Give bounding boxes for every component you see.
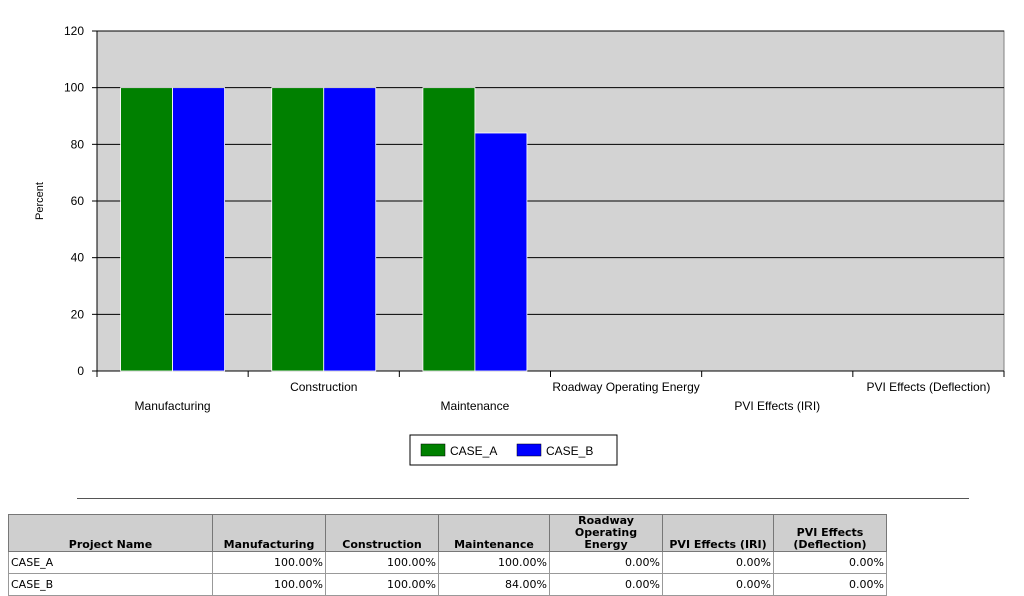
y-tick-label: 20 bbox=[71, 307, 85, 321]
x-tick-label: Manufacturing bbox=[135, 399, 211, 413]
bar-case-a bbox=[271, 87, 325, 372]
cell-roadway-operating-energy: 0.00% bbox=[549, 551, 663, 574]
legend-label: CASE_A bbox=[450, 444, 497, 458]
bar-case-a bbox=[422, 87, 476, 372]
header-project-name: Project Name bbox=[8, 514, 213, 552]
cell-manufacturing: 100.00% bbox=[212, 573, 326, 596]
y-tick-label: 100 bbox=[64, 81, 84, 95]
header-maintenance: Maintenance bbox=[438, 514, 550, 552]
legend-label: CASE_B bbox=[546, 444, 593, 458]
header-pvi-effects-iri: PVI Effects (IRI) bbox=[662, 514, 774, 552]
cell-maintenance: 84.00% bbox=[438, 573, 550, 596]
legend-swatch bbox=[420, 443, 446, 457]
x-tick-label: Construction bbox=[290, 380, 357, 394]
bar-case-a bbox=[120, 87, 173, 372]
cell-project-name: CASE_B bbox=[8, 573, 213, 596]
summary-table: Project Name Manufacturing Construction … bbox=[8, 514, 887, 596]
x-tick-label: PVI Effects (IRI) bbox=[734, 399, 820, 413]
header-pvi-effects-deflection: PVI Effects (Deflection) bbox=[773, 514, 887, 552]
divider bbox=[77, 498, 969, 499]
cell-construction: 100.00% bbox=[325, 573, 439, 596]
cell-pvi-effects-deflection: 0.00% bbox=[773, 573, 887, 596]
table-row: CASE_A 100.00% 100.00% 100.00% 0.00% 0.0… bbox=[8, 551, 887, 574]
bar-case-b bbox=[323, 87, 377, 372]
x-tick-label: Roadway Operating Energy bbox=[552, 380, 699, 394]
table-row: CASE_B 100.00% 100.00% 84.00% 0.00% 0.00… bbox=[8, 573, 887, 596]
y-tick-label: 80 bbox=[71, 137, 85, 151]
bar-case-b bbox=[172, 87, 225, 372]
cell-maintenance: 100.00% bbox=[438, 551, 550, 574]
header-construction: Construction bbox=[325, 514, 439, 552]
legend-swatch bbox=[516, 443, 542, 457]
bar-case-b bbox=[474, 132, 528, 372]
header-manufacturing: Manufacturing bbox=[212, 514, 326, 552]
y-tick-label: 120 bbox=[64, 24, 84, 38]
cell-project-name: CASE_A bbox=[8, 551, 213, 574]
y-axis-label: Percent bbox=[34, 182, 46, 220]
table-header-row: Project Name Manufacturing Construction … bbox=[8, 514, 887, 552]
y-tick-label: 40 bbox=[71, 251, 85, 265]
cell-construction: 100.00% bbox=[325, 551, 439, 574]
y-tick-label: 0 bbox=[77, 364, 84, 378]
header-roadway-operating-energy: Roadway Operating Energy bbox=[549, 514, 663, 552]
y-tick-label: 60 bbox=[71, 194, 85, 208]
cell-roadway-operating-energy: 0.00% bbox=[549, 573, 663, 596]
bar-chart: 0 20 40 60 80 100 120 Percent Manufacturing Const… bbox=[34, 24, 1005, 466]
cell-manufacturing: 100.00% bbox=[212, 551, 326, 574]
x-tick-label: Maintenance bbox=[441, 399, 510, 413]
cell-pvi-effects-deflection: 0.00% bbox=[773, 551, 887, 574]
x-tick-label: PVI Effects (Deflection) bbox=[867, 380, 991, 394]
cell-pvi-effects-iri: 0.00% bbox=[662, 551, 774, 574]
cell-pvi-effects-iri: 0.00% bbox=[662, 573, 774, 596]
